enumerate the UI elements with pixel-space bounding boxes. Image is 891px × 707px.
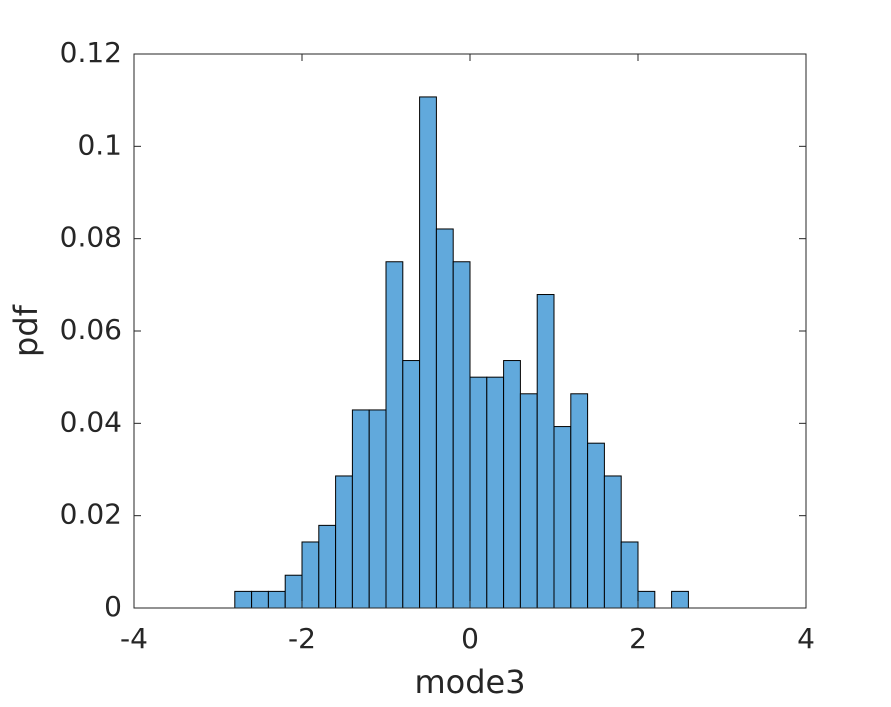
bar bbox=[267, 590, 286, 609]
bar bbox=[553, 426, 572, 609]
y-tick-label: 0.1 bbox=[77, 128, 122, 161]
bar bbox=[402, 360, 421, 609]
y-tick-label: 0.04 bbox=[60, 405, 122, 438]
x-axis-label: mode3 bbox=[414, 663, 525, 701]
y-tick-label: 0.02 bbox=[60, 498, 122, 531]
bar bbox=[570, 393, 589, 609]
x-tick-label: 4 bbox=[797, 622, 815, 655]
y-axis-label: pdf bbox=[7, 304, 45, 357]
y-tick-label: 0.08 bbox=[60, 221, 122, 254]
bar bbox=[234, 590, 253, 609]
bar bbox=[419, 96, 437, 609]
bar bbox=[620, 541, 639, 609]
bar bbox=[536, 294, 555, 609]
bar bbox=[435, 228, 454, 609]
bar bbox=[318, 524, 337, 609]
bar bbox=[452, 261, 471, 609]
bar bbox=[519, 393, 538, 609]
bar bbox=[335, 475, 353, 609]
bar bbox=[587, 442, 605, 609]
bar bbox=[351, 409, 370, 609]
bar bbox=[486, 376, 505, 609]
bar bbox=[301, 541, 320, 609]
bar bbox=[671, 590, 689, 609]
x-tick-label: 2 bbox=[629, 622, 647, 655]
x-tick-label: -2 bbox=[288, 622, 316, 655]
bar bbox=[503, 360, 521, 609]
y-tick-label: 0.12 bbox=[60, 36, 122, 69]
y-tick-label: 0.06 bbox=[60, 313, 122, 346]
x-tick-label: -4 bbox=[120, 622, 148, 655]
bar bbox=[603, 475, 622, 609]
bar bbox=[368, 409, 387, 609]
bar bbox=[284, 574, 303, 609]
bar bbox=[637, 590, 656, 609]
bar bbox=[469, 376, 488, 609]
bar bbox=[385, 261, 404, 609]
bar bbox=[251, 590, 269, 609]
x-tick-label: 0 bbox=[461, 622, 479, 655]
y-tick-label: 0 bbox=[104, 590, 122, 623]
